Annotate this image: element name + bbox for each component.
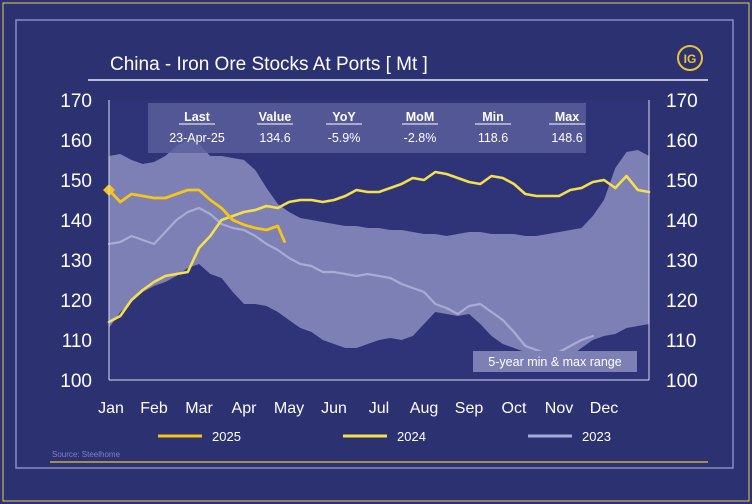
x-tick-label: Mar [185, 400, 213, 417]
x-tick-label: Aug [410, 400, 438, 417]
legend-label-2023: 2023 [582, 429, 611, 444]
x-tick-label: Jun [321, 400, 347, 417]
y-tick-label-left: 140 [60, 211, 92, 232]
series-line-2024 [107, 170, 651, 324]
stats-value: 118.6 [478, 131, 508, 145]
legend: 2025 2024 2023 [158, 429, 611, 444]
y-tick-label-right: 120 [666, 291, 698, 312]
stats-value: 134.6 [259, 131, 290, 145]
stats-table: Last Value YoY MoM Min Max 23-Apr-25 134.6 -5.9… [148, 103, 586, 153]
x-tick-label: Feb [140, 400, 168, 417]
y-tick-label-right: 160 [666, 131, 698, 152]
stats-value: 23-Apr-25 [169, 131, 225, 145]
y-tick-label-right: 140 [666, 211, 698, 232]
x-tick-label: May [274, 400, 304, 417]
x-tick-label: Apr [232, 400, 258, 417]
series-layer [103, 170, 651, 356]
stats-value: 148.6 [551, 131, 582, 145]
x-tick-label: Sep [455, 400, 484, 417]
y-tick-label-left: 100 [60, 371, 92, 392]
ig-logo: IG [677, 45, 703, 71]
stats-values: 23-Apr-25 134.6 -5.9% -2.8% 118.6 148.6 [169, 131, 582, 145]
x-tick-label: Nov [545, 400, 573, 417]
y-tick-label-left: 170 [60, 91, 92, 112]
y-tick-label-left: 150 [60, 171, 92, 192]
stats-value: -5.9% [328, 131, 361, 145]
chart-title: China - Iron Ore Stocks At Ports [ Mt ] [110, 54, 428, 75]
stats-header: Min [482, 110, 504, 124]
y-tick-label-right: 150 [666, 171, 698, 192]
logo-ring [677, 45, 703, 71]
stats-header: Value [259, 110, 292, 124]
stats-header: MoM [406, 110, 434, 124]
x-ticks: Jan Feb Mar Apr May Jun Jul Aug Sep Oct Nov Dec [98, 400, 618, 417]
y-ticks-right: 170 160 150 140 130 120 110 100 [666, 91, 698, 392]
stats-value: -2.8% [404, 131, 437, 145]
legend-label-2024: 2024 [397, 429, 426, 444]
y-tick-label-left: 160 [60, 131, 92, 152]
y-ticks-left: 170 160 150 140 130 120 110 100 [60, 91, 92, 392]
x-tick-label: Jul [369, 400, 389, 417]
y-tick-label-left: 110 [62, 331, 92, 352]
series-line-2025 [107, 188, 286, 244]
x-tick-label: Dec [590, 400, 618, 417]
legend-label-2025: 2025 [212, 429, 241, 444]
x-tick-label: Oct [502, 400, 527, 417]
y-tick-label-right: 110 [666, 331, 696, 352]
logo-text: IG [684, 52, 697, 66]
stats-headers: Last Value YoY MoM Min Max [179, 110, 585, 125]
y-tick-label-right: 170 [666, 91, 698, 112]
y-tick-label-right: 130 [666, 251, 698, 272]
five-year-range-band [109, 140, 649, 364]
x-tick-label: Jan [98, 400, 124, 417]
stats-header: Max [555, 110, 579, 124]
y-tick-label-left: 120 [60, 291, 92, 312]
source-note: Source: Steelhome [52, 450, 121, 459]
y-tick-label-right: 100 [666, 371, 698, 392]
y-tick-label-left: 130 [60, 251, 92, 272]
range-label-box: 5-year min & max range [473, 351, 637, 372]
stats-table-background [148, 103, 586, 153]
range-label: 5-year min & max range [488, 355, 621, 369]
series-line-2023 [107, 206, 594, 356]
stats-header: Last [184, 110, 211, 124]
range-label-background [473, 351, 637, 372]
stats-header: YoY [332, 110, 356, 124]
